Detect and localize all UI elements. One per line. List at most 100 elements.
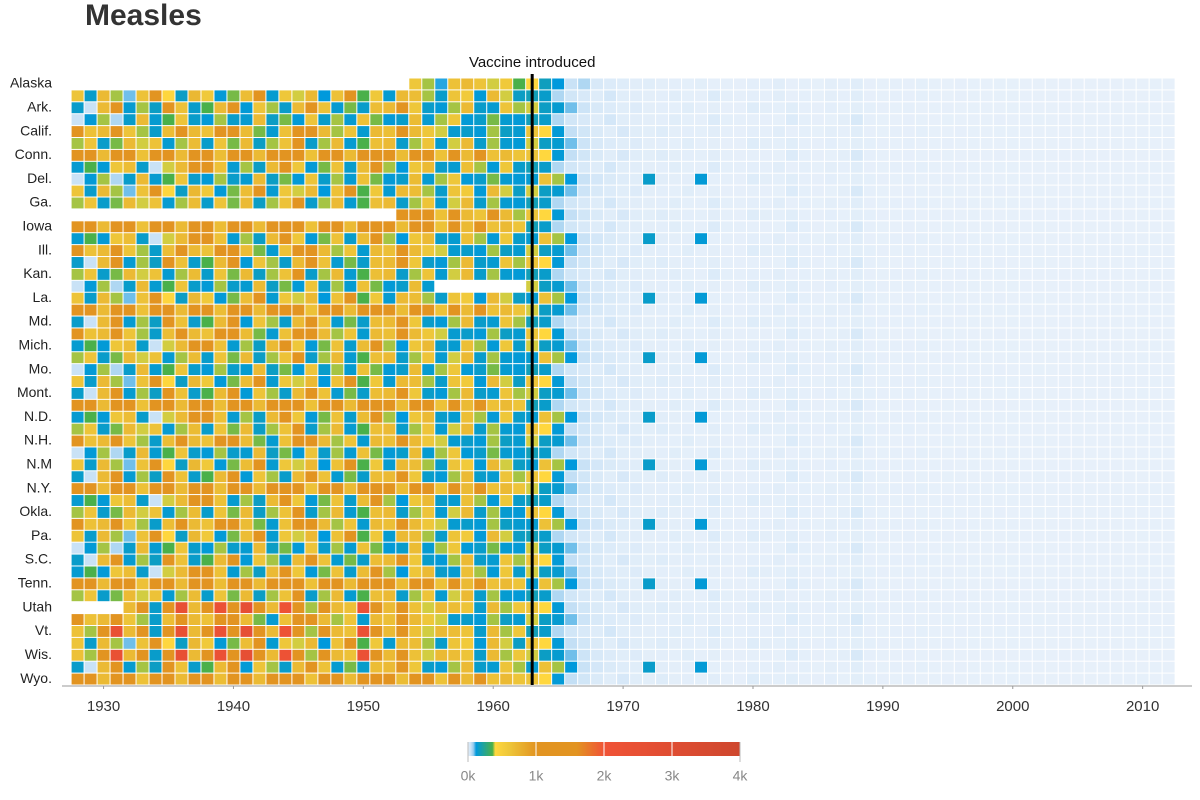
- cell: [565, 447, 578, 459]
- cell: [240, 340, 253, 352]
- cell: [902, 661, 915, 673]
- cell: [396, 304, 409, 316]
- cell: [759, 304, 772, 316]
- cell: [759, 542, 772, 554]
- cell: [253, 340, 266, 352]
- cell: [811, 554, 824, 566]
- cell: [188, 506, 201, 518]
- cell: [1006, 602, 1019, 614]
- cell: [84, 352, 97, 364]
- cell: [876, 340, 889, 352]
- cell: [396, 209, 409, 221]
- cell: [201, 518, 214, 530]
- cell: [721, 471, 734, 483]
- cell: [500, 209, 513, 221]
- cell: [734, 673, 746, 685]
- cell: [201, 161, 214, 173]
- cell: [980, 340, 993, 352]
- cell: [422, 209, 435, 221]
- cell: [798, 328, 811, 340]
- cell: [669, 435, 682, 447]
- cell: [708, 90, 721, 102]
- cell: [487, 506, 500, 518]
- cell: [734, 78, 746, 90]
- cell: [97, 423, 110, 435]
- cell: [1162, 221, 1175, 233]
- cell: [240, 185, 253, 197]
- cell: [487, 197, 500, 209]
- cell: [84, 506, 97, 518]
- cell: [487, 102, 500, 114]
- cell: [331, 280, 344, 292]
- cell: [1097, 459, 1110, 471]
- cell: [772, 483, 785, 495]
- cell: [954, 209, 967, 221]
- cell: [967, 554, 980, 566]
- cell: [97, 138, 110, 149]
- cell: [772, 292, 785, 304]
- cell: [785, 506, 798, 518]
- cell: [902, 471, 915, 483]
- cell: [266, 411, 279, 423]
- cell: [123, 364, 136, 376]
- cell: [422, 340, 435, 352]
- cell: [656, 423, 669, 435]
- cell: [669, 423, 682, 435]
- cell: [539, 625, 552, 637]
- cell: [1032, 90, 1045, 102]
- cell: [695, 602, 708, 614]
- row-label: Utah: [22, 598, 52, 614]
- cell: [1097, 185, 1110, 197]
- cell: [1149, 126, 1162, 138]
- cell: [578, 435, 591, 447]
- cell: [941, 435, 954, 447]
- cell: [318, 447, 331, 459]
- cell: [227, 578, 240, 590]
- cell: [850, 126, 863, 138]
- cell: [915, 149, 928, 161]
- cell: [721, 376, 734, 387]
- cell: [253, 387, 266, 399]
- cell: [487, 233, 500, 245]
- cell: [383, 387, 396, 399]
- cell: [331, 221, 344, 233]
- cell: [643, 399, 656, 411]
- cell: [1097, 649, 1110, 661]
- cell: [591, 614, 604, 625]
- cell: [214, 518, 227, 530]
- cell: [409, 257, 422, 268]
- cell: [1162, 90, 1175, 102]
- cell: [344, 126, 357, 138]
- cell: [461, 126, 474, 138]
- cell: [772, 304, 785, 316]
- cell: [162, 102, 175, 114]
- cell: [980, 399, 993, 411]
- cell: [279, 257, 292, 268]
- cell: [630, 554, 643, 566]
- cell: [850, 352, 863, 364]
- cell: [617, 149, 630, 161]
- cell: [824, 423, 837, 435]
- cell: [357, 649, 370, 661]
- cell: [591, 149, 604, 161]
- cell: [617, 459, 630, 471]
- cell: [474, 268, 487, 280]
- cell: [292, 542, 305, 554]
- cell: [305, 578, 318, 590]
- cell: [746, 245, 759, 257]
- cell: [708, 459, 721, 471]
- cell: [876, 126, 889, 138]
- cell: [785, 459, 798, 471]
- cell: [227, 328, 240, 340]
- cell: [980, 352, 993, 364]
- cell: [1032, 102, 1045, 114]
- cell: [889, 387, 902, 399]
- cell: [617, 566, 630, 578]
- cell: [850, 376, 863, 387]
- cell: [876, 578, 889, 590]
- cell: [435, 495, 448, 506]
- cell: [1006, 554, 1019, 566]
- cell: [162, 554, 175, 566]
- cell: [448, 530, 461, 542]
- cell: [149, 518, 162, 530]
